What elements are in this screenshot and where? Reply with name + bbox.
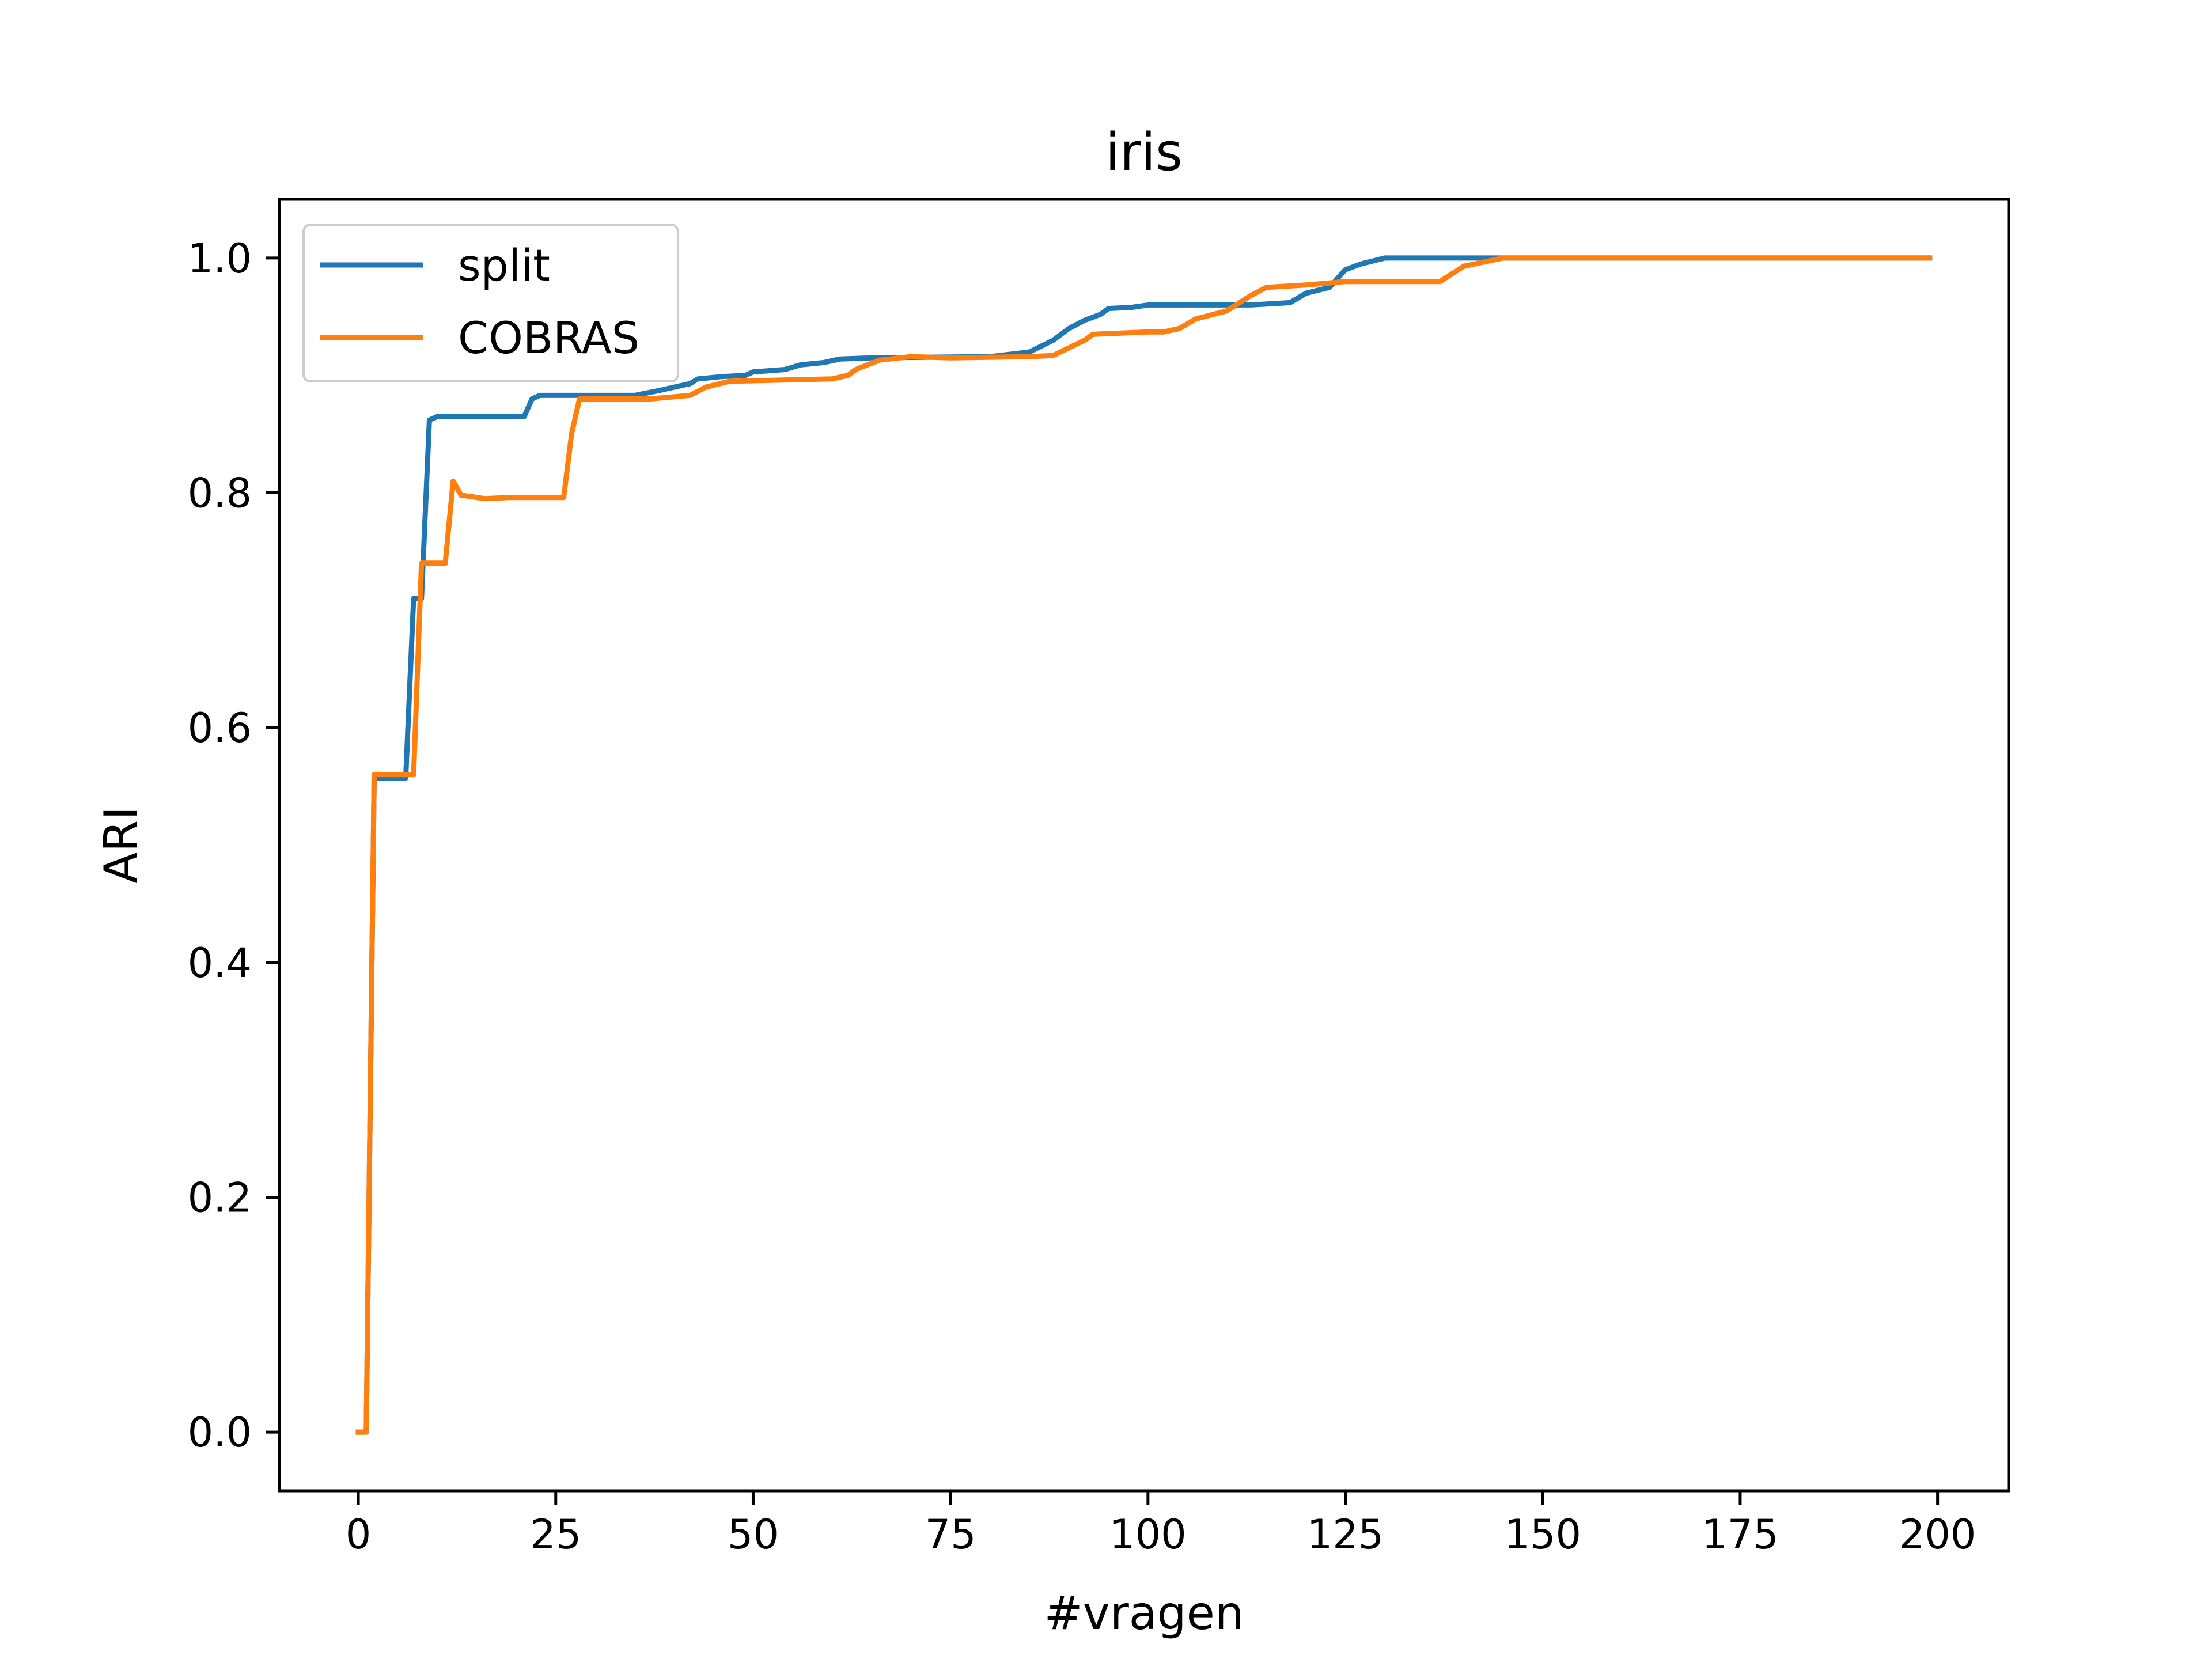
x-tick-label: 75 [925,1511,976,1558]
chart-title: iris [1105,122,1183,183]
x-axis-label: #vragen [1044,1586,1244,1640]
y-axis-label: ARI [94,806,148,884]
y-axis: 0.0 0.2 0.4 0.6 0.8 1.0 [188,235,279,1456]
x-tick-label: 25 [530,1511,581,1558]
y-tick-label: 0.8 [188,470,252,517]
x-tick-label: 50 [728,1511,779,1558]
x-tick-label: 150 [1504,1511,1581,1558]
x-tick-label: 175 [1702,1511,1779,1558]
y-tick-label: 1.0 [188,235,252,282]
y-tick-label: 0.0 [188,1409,252,1456]
series-layer [355,255,1933,1435]
x-tick-label: 200 [1899,1511,1976,1558]
plot-area [278,198,2010,1493]
y-tick-label: 0.2 [188,1174,252,1221]
x-tick-label: 125 [1307,1511,1384,1558]
series-line-cobras [355,255,1933,1435]
y-tick-label: 0.6 [188,704,252,752]
axes-frame [278,198,2010,1493]
x-axis: 0 25 50 75 100 125 150 175 200 [346,1491,1976,1558]
legend: split COBRAS [302,224,679,382]
series-line-split [355,255,1933,1435]
legend-label: split [458,240,550,291]
x-tick-label: 100 [1109,1511,1187,1558]
y-tick-label: 0.4 [188,940,252,987]
x-tick-label: 0 [346,1511,372,1558]
legend-label: COBRAS [458,312,639,363]
